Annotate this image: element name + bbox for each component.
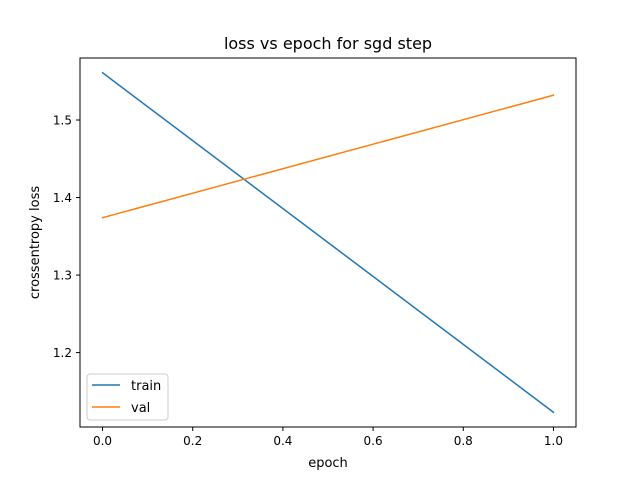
x-tick-label: 1.0 (544, 434, 563, 448)
y-tick-label: 1.4 (53, 191, 72, 205)
x-tick-label: 0.0 (93, 434, 112, 448)
x-tick-label: 0.2 (183, 434, 202, 448)
y-axis-ticks: 1.2 1.3 1.4 1.5 (53, 114, 80, 360)
series-line-train (101, 71, 555, 414)
series-line-val (101, 94, 555, 219)
y-axis-label: crossentropy loss (28, 186, 43, 299)
y-tick-label: 1.5 (53, 114, 72, 128)
x-axis-ticks: 0.0 0.2 0.4 0.6 0.8 1.0 (93, 427, 563, 448)
x-tick-label: 0.8 (454, 434, 473, 448)
legend-label-train: train (131, 379, 161, 394)
chart-title: loss vs epoch for sgd step (224, 34, 432, 53)
x-axis-label: epoch (308, 456, 348, 471)
legend-label-val: val (131, 401, 150, 416)
x-tick-label: 0.4 (273, 434, 292, 448)
plot-area (79, 57, 577, 428)
x-tick-label: 0.6 (364, 434, 383, 448)
axes-frame (79, 57, 577, 428)
legend: train val (86, 373, 169, 421)
y-tick-label: 1.2 (53, 346, 72, 360)
y-tick-label: 1.3 (53, 269, 72, 283)
series-layer (101, 71, 555, 414)
